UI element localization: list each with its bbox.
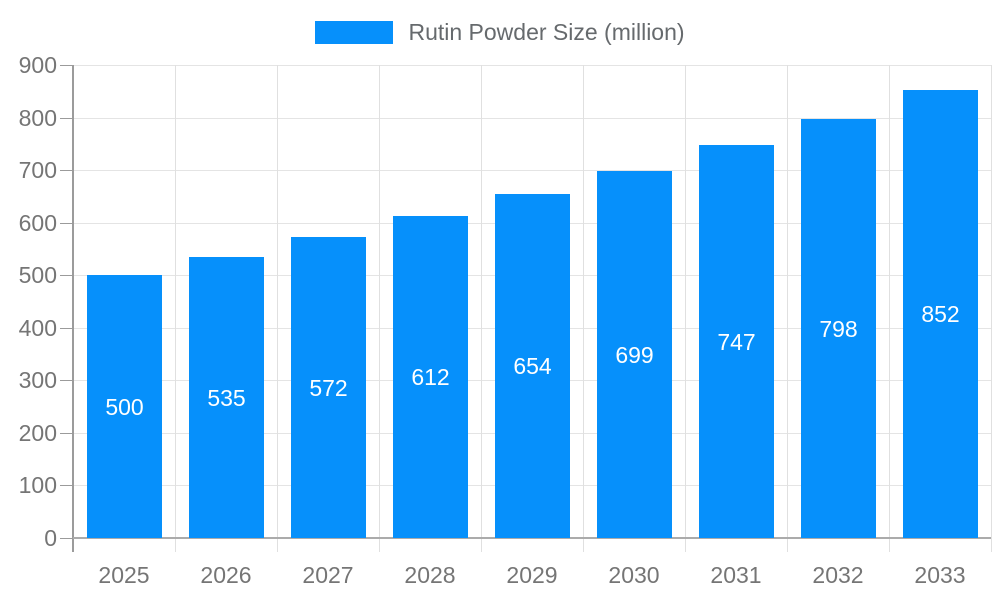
- chart-legend[interactable]: Rutin Powder Size (million): [0, 14, 1000, 50]
- h-gridline: [73, 170, 991, 171]
- y-axis-tick: [60, 328, 73, 329]
- v-gridline: [787, 65, 788, 552]
- bar[interactable]: [291, 237, 366, 538]
- bar-value-label: 798: [819, 316, 858, 342]
- bar-value-label: 747: [717, 329, 756, 355]
- x-axis-label: 2030: [608, 562, 660, 588]
- x-axis-label: 2029: [506, 562, 558, 588]
- y-axis-tick: [60, 275, 73, 276]
- y-axis-label: 300: [18, 367, 57, 393]
- bar-value-label: 572: [309, 375, 348, 401]
- bar-value-label: 654: [513, 353, 552, 379]
- y-axis-tick: [60, 170, 73, 171]
- bar[interactable]: [87, 275, 162, 538]
- bar-value-label: 535: [207, 385, 246, 411]
- bar-value-label: 699: [615, 342, 654, 368]
- v-gridline: [685, 65, 686, 552]
- bar-value-label: 500: [105, 394, 144, 420]
- y-axis-label: 0: [44, 525, 57, 551]
- y-axis-tick: [60, 538, 73, 539]
- y-axis-tick: [60, 433, 73, 434]
- v-gridline: [175, 65, 176, 552]
- h-gridline: [73, 65, 991, 66]
- y-axis-label: 500: [18, 262, 57, 288]
- bar[interactable]: [699, 145, 774, 538]
- y-axis-label: 800: [18, 105, 57, 131]
- bar[interactable]: [189, 257, 264, 538]
- h-gridline: [73, 118, 991, 119]
- x-axis-label: 2033: [914, 562, 966, 588]
- y-axis-tick: [60, 118, 73, 119]
- bar[interactable]: [597, 171, 672, 538]
- y-axis-label: 100: [18, 472, 57, 498]
- y-axis-label: 400: [18, 315, 57, 341]
- bar[interactable]: [903, 90, 978, 538]
- y-axis: [72, 65, 74, 552]
- x-axis-label: 2028: [404, 562, 456, 588]
- v-gridline: [889, 65, 890, 552]
- y-axis-label: 200: [18, 420, 57, 446]
- legend-swatch-icon: [315, 20, 394, 44]
- y-axis-tick: [60, 485, 73, 486]
- v-gridline: [277, 65, 278, 552]
- y-axis-label: 900: [18, 52, 57, 78]
- x-axis-label: 2025: [98, 562, 150, 588]
- x-axis-label: 2031: [710, 562, 762, 588]
- x-axis-label: 2026: [200, 562, 252, 588]
- v-gridline: [583, 65, 584, 552]
- bar-value-label: 612: [411, 364, 450, 390]
- v-gridline: [379, 65, 380, 552]
- bar-value-label: 852: [921, 301, 960, 327]
- y-axis-label: 700: [18, 157, 57, 183]
- y-axis-tick: [60, 65, 73, 66]
- legend-label: Rutin Powder Size (million): [408, 18, 685, 45]
- bar[interactable]: [801, 119, 876, 538]
- y-axis-tick: [60, 223, 73, 224]
- bar[interactable]: [495, 194, 570, 538]
- x-axis: [73, 537, 991, 539]
- bar[interactable]: [393, 216, 468, 538]
- y-axis-label: 600: [18, 210, 57, 236]
- y-axis-tick: [60, 380, 73, 381]
- v-gridline: [481, 65, 482, 552]
- x-axis-label: 2032: [812, 562, 864, 588]
- v-gridline: [991, 65, 992, 552]
- x-axis-label: 2027: [302, 562, 354, 588]
